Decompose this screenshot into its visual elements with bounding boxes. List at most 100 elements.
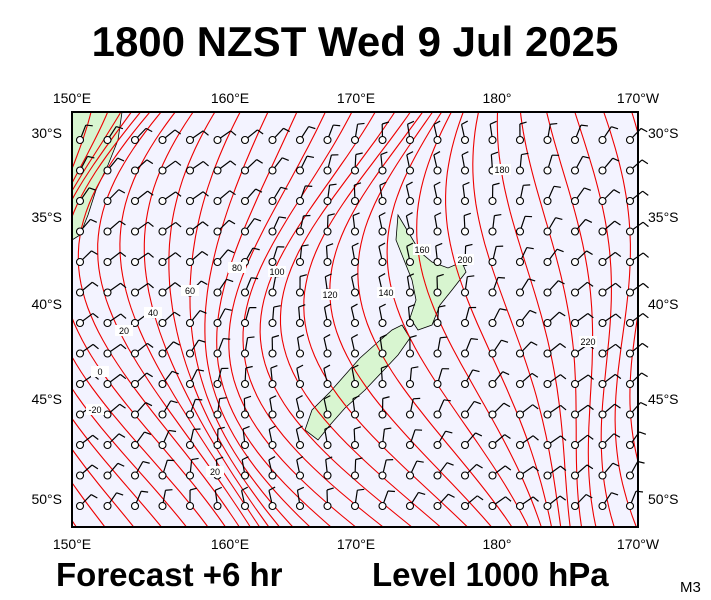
barb-station xyxy=(543,166,552,175)
title: 1800 NZST Wed 9 Jul 2025 xyxy=(92,18,619,65)
barb-station xyxy=(75,288,85,297)
barb-feather xyxy=(280,186,288,190)
barb-feather xyxy=(587,404,594,411)
isobar xyxy=(204,112,311,527)
barb-station xyxy=(488,501,497,511)
contour-label: 140 xyxy=(378,288,393,298)
barb-feather xyxy=(256,159,263,164)
barb-station xyxy=(460,227,470,236)
barb-feather xyxy=(325,273,332,278)
barb-feather xyxy=(120,343,127,350)
barb-station xyxy=(460,166,470,175)
isobar xyxy=(303,112,469,527)
contour-label-bg xyxy=(144,307,162,318)
barb-feather xyxy=(351,303,358,308)
barb-station xyxy=(543,257,552,267)
barb-station xyxy=(488,379,497,389)
barb-feather xyxy=(433,120,441,125)
barb-station xyxy=(158,501,167,511)
barb-station xyxy=(598,196,607,206)
barb-station xyxy=(323,379,332,389)
barb-feather xyxy=(462,181,470,186)
barb-feather xyxy=(382,121,390,125)
barb-station xyxy=(103,318,112,328)
barb-station xyxy=(130,227,140,236)
barb-feather xyxy=(269,395,277,400)
barb-feather xyxy=(613,189,621,194)
contour-label: 60 xyxy=(185,286,195,296)
barb-feather xyxy=(297,486,305,491)
barb-feather xyxy=(308,125,316,130)
barb-feather xyxy=(268,486,276,491)
barb-feather xyxy=(407,273,415,278)
barb-station xyxy=(130,166,140,175)
barb-feather xyxy=(531,372,539,378)
barb-feather xyxy=(279,216,287,219)
barb-feather xyxy=(379,181,387,186)
isobar xyxy=(168,112,281,527)
barb-feather xyxy=(379,303,386,308)
contour-label: 20 xyxy=(210,467,220,477)
barb-station xyxy=(433,379,442,389)
barb-station xyxy=(103,288,112,297)
barb-station xyxy=(130,410,140,419)
barb-feather xyxy=(463,212,471,217)
barb-station xyxy=(488,135,497,145)
barb-station xyxy=(488,410,497,419)
barb-feather xyxy=(587,434,594,440)
barb-station xyxy=(103,196,112,206)
barb-station xyxy=(460,135,470,145)
barb-feather xyxy=(165,489,173,491)
barb-feather xyxy=(147,282,154,289)
barb-feather xyxy=(558,280,565,285)
barb-feather xyxy=(144,431,152,436)
barb-station xyxy=(295,135,305,145)
barb-feather xyxy=(120,282,127,289)
barb-feather xyxy=(438,305,446,308)
barb-station xyxy=(103,471,112,480)
barb-feather xyxy=(333,124,341,127)
barb-station xyxy=(268,379,277,389)
barb-feather xyxy=(440,336,448,339)
barb-station xyxy=(460,471,470,480)
barb-station xyxy=(515,227,525,236)
barb-station xyxy=(130,196,140,206)
barb-feather xyxy=(560,374,567,380)
barb-feather xyxy=(472,369,480,373)
barb-feather xyxy=(474,400,482,405)
barb-station xyxy=(598,349,607,358)
barb-feather xyxy=(408,304,416,308)
lat-label-right: 35°S xyxy=(648,209,679,225)
model-code: M3 xyxy=(680,579,701,596)
barb-station xyxy=(598,288,607,297)
contour-label-bg xyxy=(321,289,339,300)
barb-station xyxy=(185,196,195,206)
barb-feather xyxy=(560,465,567,471)
barb-station xyxy=(350,135,360,145)
barb-feather xyxy=(642,313,649,319)
barb-station xyxy=(515,379,525,389)
barb-station xyxy=(323,440,332,450)
barb-station xyxy=(75,379,85,389)
barb-station xyxy=(103,349,112,358)
isobar xyxy=(72,112,209,527)
barb-station xyxy=(515,410,525,419)
barb-station xyxy=(433,501,442,511)
barb-feather xyxy=(559,495,567,501)
barb-station xyxy=(598,410,607,419)
barb-station xyxy=(323,196,332,206)
barb-feather xyxy=(613,433,621,438)
contour-label-bg xyxy=(115,325,133,336)
barb-feather xyxy=(640,401,648,407)
barb-station xyxy=(158,288,167,297)
contour-label-bg xyxy=(377,287,395,298)
barb-station xyxy=(515,166,525,175)
barb-feather xyxy=(147,221,154,228)
barb-station xyxy=(433,288,442,297)
barb-station xyxy=(598,440,607,450)
barb-station xyxy=(103,379,112,389)
barb-station xyxy=(75,227,85,236)
north-island xyxy=(395,213,467,331)
barb-feather xyxy=(118,189,126,194)
map-frame xyxy=(71,111,639,528)
